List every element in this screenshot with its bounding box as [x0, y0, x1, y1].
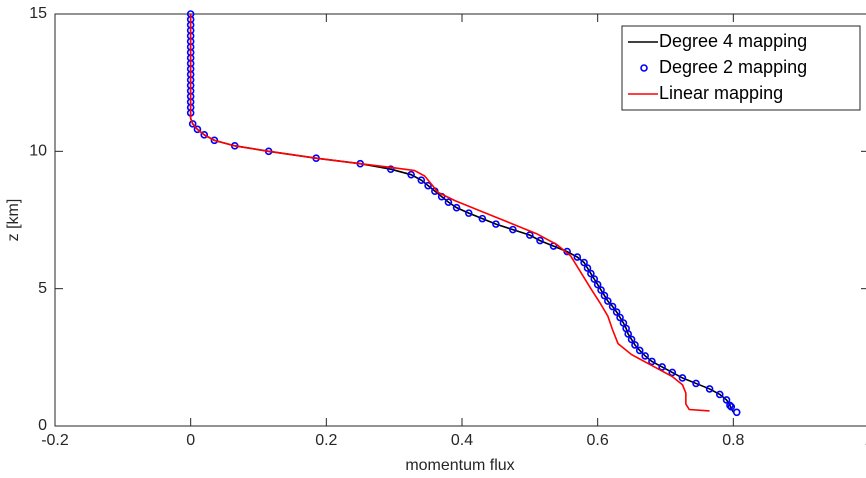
data-point: [417, 176, 426, 184]
y-tick-label: 0: [38, 417, 47, 434]
data-point: [612, 308, 621, 316]
data-point: [536, 236, 544, 245]
data-point: [444, 198, 453, 206]
data-point: [732, 408, 741, 417]
legend-marker: [640, 64, 648, 72]
x-axis-label: momentum flux: [405, 457, 514, 474]
data-line: [189, 14, 710, 412]
data-point: [727, 402, 736, 411]
data-point: [641, 352, 649, 360]
x-tick-label: 0.8: [722, 432, 744, 449]
data-point: [492, 220, 500, 228]
data-point: [590, 275, 599, 283]
data-point: [624, 330, 632, 338]
y-tick-label: 5: [38, 280, 47, 297]
legend-label: Linear mapping: [659, 83, 783, 103]
x-tick-label: 1: [865, 432, 866, 449]
data-point: [597, 286, 605, 294]
data-point: [658, 363, 666, 371]
x-tick-label: 0: [186, 432, 195, 449]
x-tick-label: 0.2: [315, 432, 337, 449]
data-point: [648, 357, 656, 366]
data-point: [705, 385, 714, 393]
data-point: [722, 396, 731, 404]
y-tick-label: 10: [29, 143, 47, 160]
legend-box: [621, 25, 861, 111]
x-tick-label: 0.6: [587, 432, 609, 449]
data-point: [200, 131, 209, 139]
data-point: [604, 297, 612, 305]
data-point: [526, 231, 534, 239]
data-point: [726, 401, 734, 410]
data-point: [386, 165, 395, 173]
y-axis-label: z [km]: [5, 199, 22, 242]
data-point: [464, 209, 473, 217]
data-point: [692, 379, 700, 388]
legend-label: Degree 2 mapping: [659, 57, 807, 77]
data-point: [600, 291, 609, 300]
data-point: [631, 341, 639, 349]
data-point: [608, 302, 617, 311]
data-point: [193, 125, 202, 134]
data-point: [580, 258, 588, 267]
data-point: [509, 225, 517, 234]
x-tick-label: 0.4: [451, 432, 473, 449]
data-point: [668, 368, 677, 377]
data-point: [616, 313, 624, 322]
data-point: [593, 280, 602, 289]
data-point: [407, 170, 415, 179]
data-point: [583, 264, 592, 272]
data-point: [452, 203, 461, 212]
y-tick-label: 15: [29, 5, 47, 22]
data-point: [573, 253, 582, 261]
legend-label: Degree 4 mapping: [659, 31, 807, 51]
data-point: [563, 247, 571, 256]
data-point: [715, 390, 724, 399]
data-point: [627, 335, 636, 344]
data-point: [678, 374, 687, 382]
data-point: [587, 269, 595, 278]
data-point: [424, 181, 432, 190]
data-point: [635, 346, 644, 355]
x-tick-label: -0.2: [41, 432, 69, 449]
data-point: [188, 120, 197, 128]
data-point: [478, 214, 487, 223]
